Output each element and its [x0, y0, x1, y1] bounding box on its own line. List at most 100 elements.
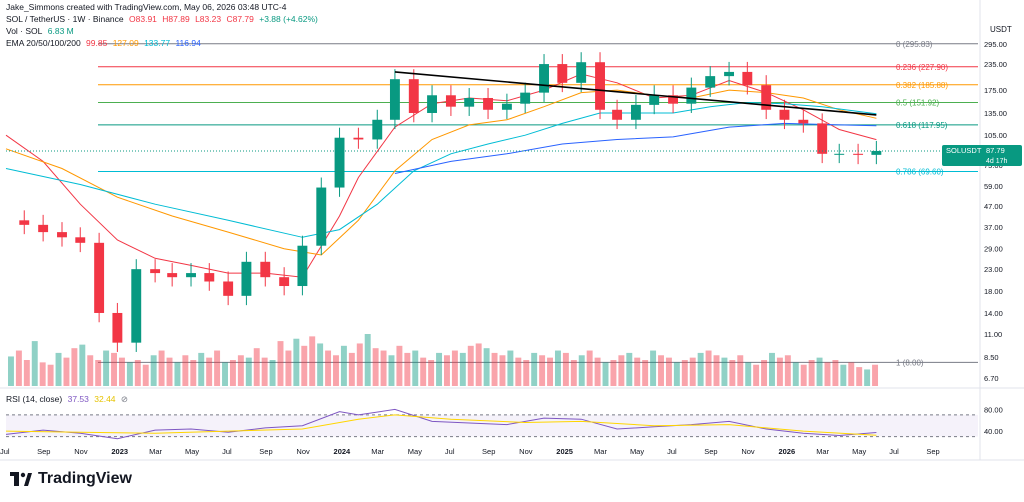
volume-bar: [816, 357, 823, 386]
volume-label: Vol · SOL: [6, 26, 43, 36]
price-tick-label: 105.00: [984, 131, 1007, 140]
volume-bar: [562, 352, 569, 386]
price-tick-label: 235.00: [984, 60, 1007, 69]
fib-level-label: 0.786 (69.60): [896, 167, 944, 176]
volume-bar: [578, 355, 585, 386]
volume-bar: [602, 362, 609, 386]
candle-body: [260, 261, 271, 278]
price-label-box: [942, 144, 1022, 166]
volume-bar: [245, 357, 252, 386]
price-change: +3.88 (+4.62%): [259, 14, 318, 24]
candle-body: [630, 104, 641, 120]
volume-bar: [39, 362, 46, 386]
price-tick-label: 6.70: [984, 374, 999, 383]
ema-label: EMA 20/50/100/200: [6, 38, 81, 48]
volume-bar: [610, 360, 617, 386]
volume-bar: [737, 355, 744, 386]
time-axis-label: Mar: [371, 447, 384, 456]
volume-bar: [388, 355, 395, 386]
volume-bar: [293, 338, 300, 386]
candle-body: [316, 187, 327, 246]
volume-bar: [872, 364, 879, 386]
candle-body: [724, 71, 735, 77]
volume-bar: [206, 357, 213, 386]
candle-body: [817, 123, 828, 154]
time-axis-label: Nov: [74, 447, 88, 456]
price-tick-label: 29.00: [984, 245, 1003, 254]
volume-bar: [824, 362, 831, 386]
rsi-tick-label: 40.00: [984, 427, 1003, 436]
price-tick-label: 11.00: [984, 330, 1002, 339]
price-label-value: 87.79: [986, 146, 1005, 155]
candle-body: [576, 62, 587, 83]
volume-bar: [713, 355, 720, 386]
candle-body: [686, 87, 697, 104]
brand-name: TradingView: [38, 470, 132, 487]
candle-body: [612, 109, 623, 120]
volume-bar: [499, 355, 506, 386]
volume-bar: [547, 357, 553, 386]
volume-bar: [166, 357, 173, 386]
time-axis-label: Sep: [482, 447, 495, 456]
volume-bar: [8, 356, 14, 386]
candle-body: [520, 92, 531, 104]
candle-body: [186, 273, 196, 278]
volume-bar: [784, 355, 791, 386]
visibility-icon[interactable]: ⊘: [120, 394, 129, 404]
candle-body: [297, 245, 308, 287]
candle-body: [38, 224, 49, 233]
price-label-symbol: SOLUSDT: [946, 146, 982, 155]
candle-body: [372, 119, 383, 140]
price-tick-label: 59.00: [984, 182, 1003, 191]
volume-bar: [55, 352, 62, 386]
tradingview-brand[interactable]: TradingView: [10, 470, 132, 488]
candle-body: [761, 85, 772, 110]
candle-body: [539, 64, 549, 93]
candle-body: [19, 220, 30, 225]
volume-bar: [111, 352, 117, 386]
volume-bar: [404, 352, 411, 386]
volume-bar: [459, 352, 466, 386]
ohlc-open: O83.91: [129, 14, 157, 24]
candle-body: [483, 97, 493, 110]
volume-bar: [420, 357, 427, 386]
volume-bar: [134, 360, 141, 386]
time-axis-label: Jul: [889, 447, 899, 456]
volume-bar: [539, 355, 546, 386]
time-axis-label: Sep: [37, 447, 50, 456]
time-axis-label: Sep: [926, 447, 939, 456]
candle-body: [223, 281, 234, 296]
time-axis-label: May: [852, 447, 866, 456]
volume-bar: [840, 364, 847, 386]
candle-body: [279, 277, 290, 287]
time-axis-label: Nov: [519, 447, 533, 456]
volume-bar: [753, 364, 760, 386]
price-tick-label: 175.00: [984, 86, 1007, 95]
candle-body: [853, 153, 864, 155]
volume-bar: [658, 355, 664, 386]
volume-bar: [372, 348, 379, 386]
time-axis-label: 2024: [334, 447, 352, 456]
time-axis-label: May: [408, 447, 422, 456]
volume-bar: [864, 369, 871, 386]
ema50-value: 127.09: [112, 38, 139, 48]
volume-bar: [412, 350, 419, 386]
symbol-title: SOL / TetherUS · 1W · Binance: [6, 14, 124, 24]
volume-bar: [586, 350, 593, 386]
candle-body: [595, 62, 605, 110]
volume-bar: [697, 352, 704, 386]
fib-level-label: 0.618 (117.95): [896, 121, 948, 130]
volume-bar: [214, 350, 221, 386]
volume-bar: [396, 345, 403, 386]
volume-bar: [848, 362, 855, 386]
price-tick-label: 14.00: [984, 309, 1003, 318]
volume-bar: [15, 350, 22, 386]
volume-bar: [642, 360, 649, 386]
volume-bar: [229, 360, 236, 386]
volume-bar: [333, 355, 339, 386]
volume-bar: [808, 360, 815, 386]
fib-level-label: 0.382 (185.88): [896, 81, 948, 90]
candle-body: [798, 119, 809, 124]
volume-value: 6.83 M: [47, 26, 74, 36]
